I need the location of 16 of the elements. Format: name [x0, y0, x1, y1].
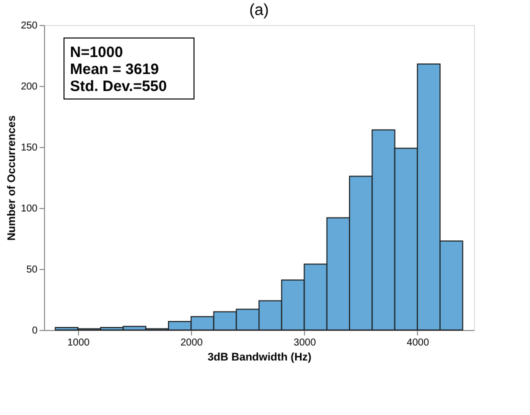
x-tick-label: 1000	[67, 338, 90, 348]
x-tick-label: 4000	[406, 338, 430, 348]
x-axis-title: 3dB Bandwidth (Hz)	[208, 352, 312, 364]
annotation: Std. Dev.=550	[70, 78, 167, 95]
y-axis-title: Number of Occurrences	[6, 115, 18, 241]
annotation: Mean = 3619	[70, 61, 159, 78]
y-tick-label: 200	[20, 82, 38, 92]
y-tick-label: 0	[32, 326, 38, 336]
y-tick-label: 150	[20, 142, 38, 154]
x-tick-label: 2000	[180, 338, 204, 348]
annotation: N=1000	[70, 44, 123, 61]
chart-title: (a)	[249, 2, 269, 19]
y-tick-label: 50	[26, 264, 38, 276]
x-tick-label: 3000	[294, 338, 316, 348]
y-tick-label: 250	[20, 20, 38, 32]
y-tick-label: 100	[20, 204, 38, 214]
